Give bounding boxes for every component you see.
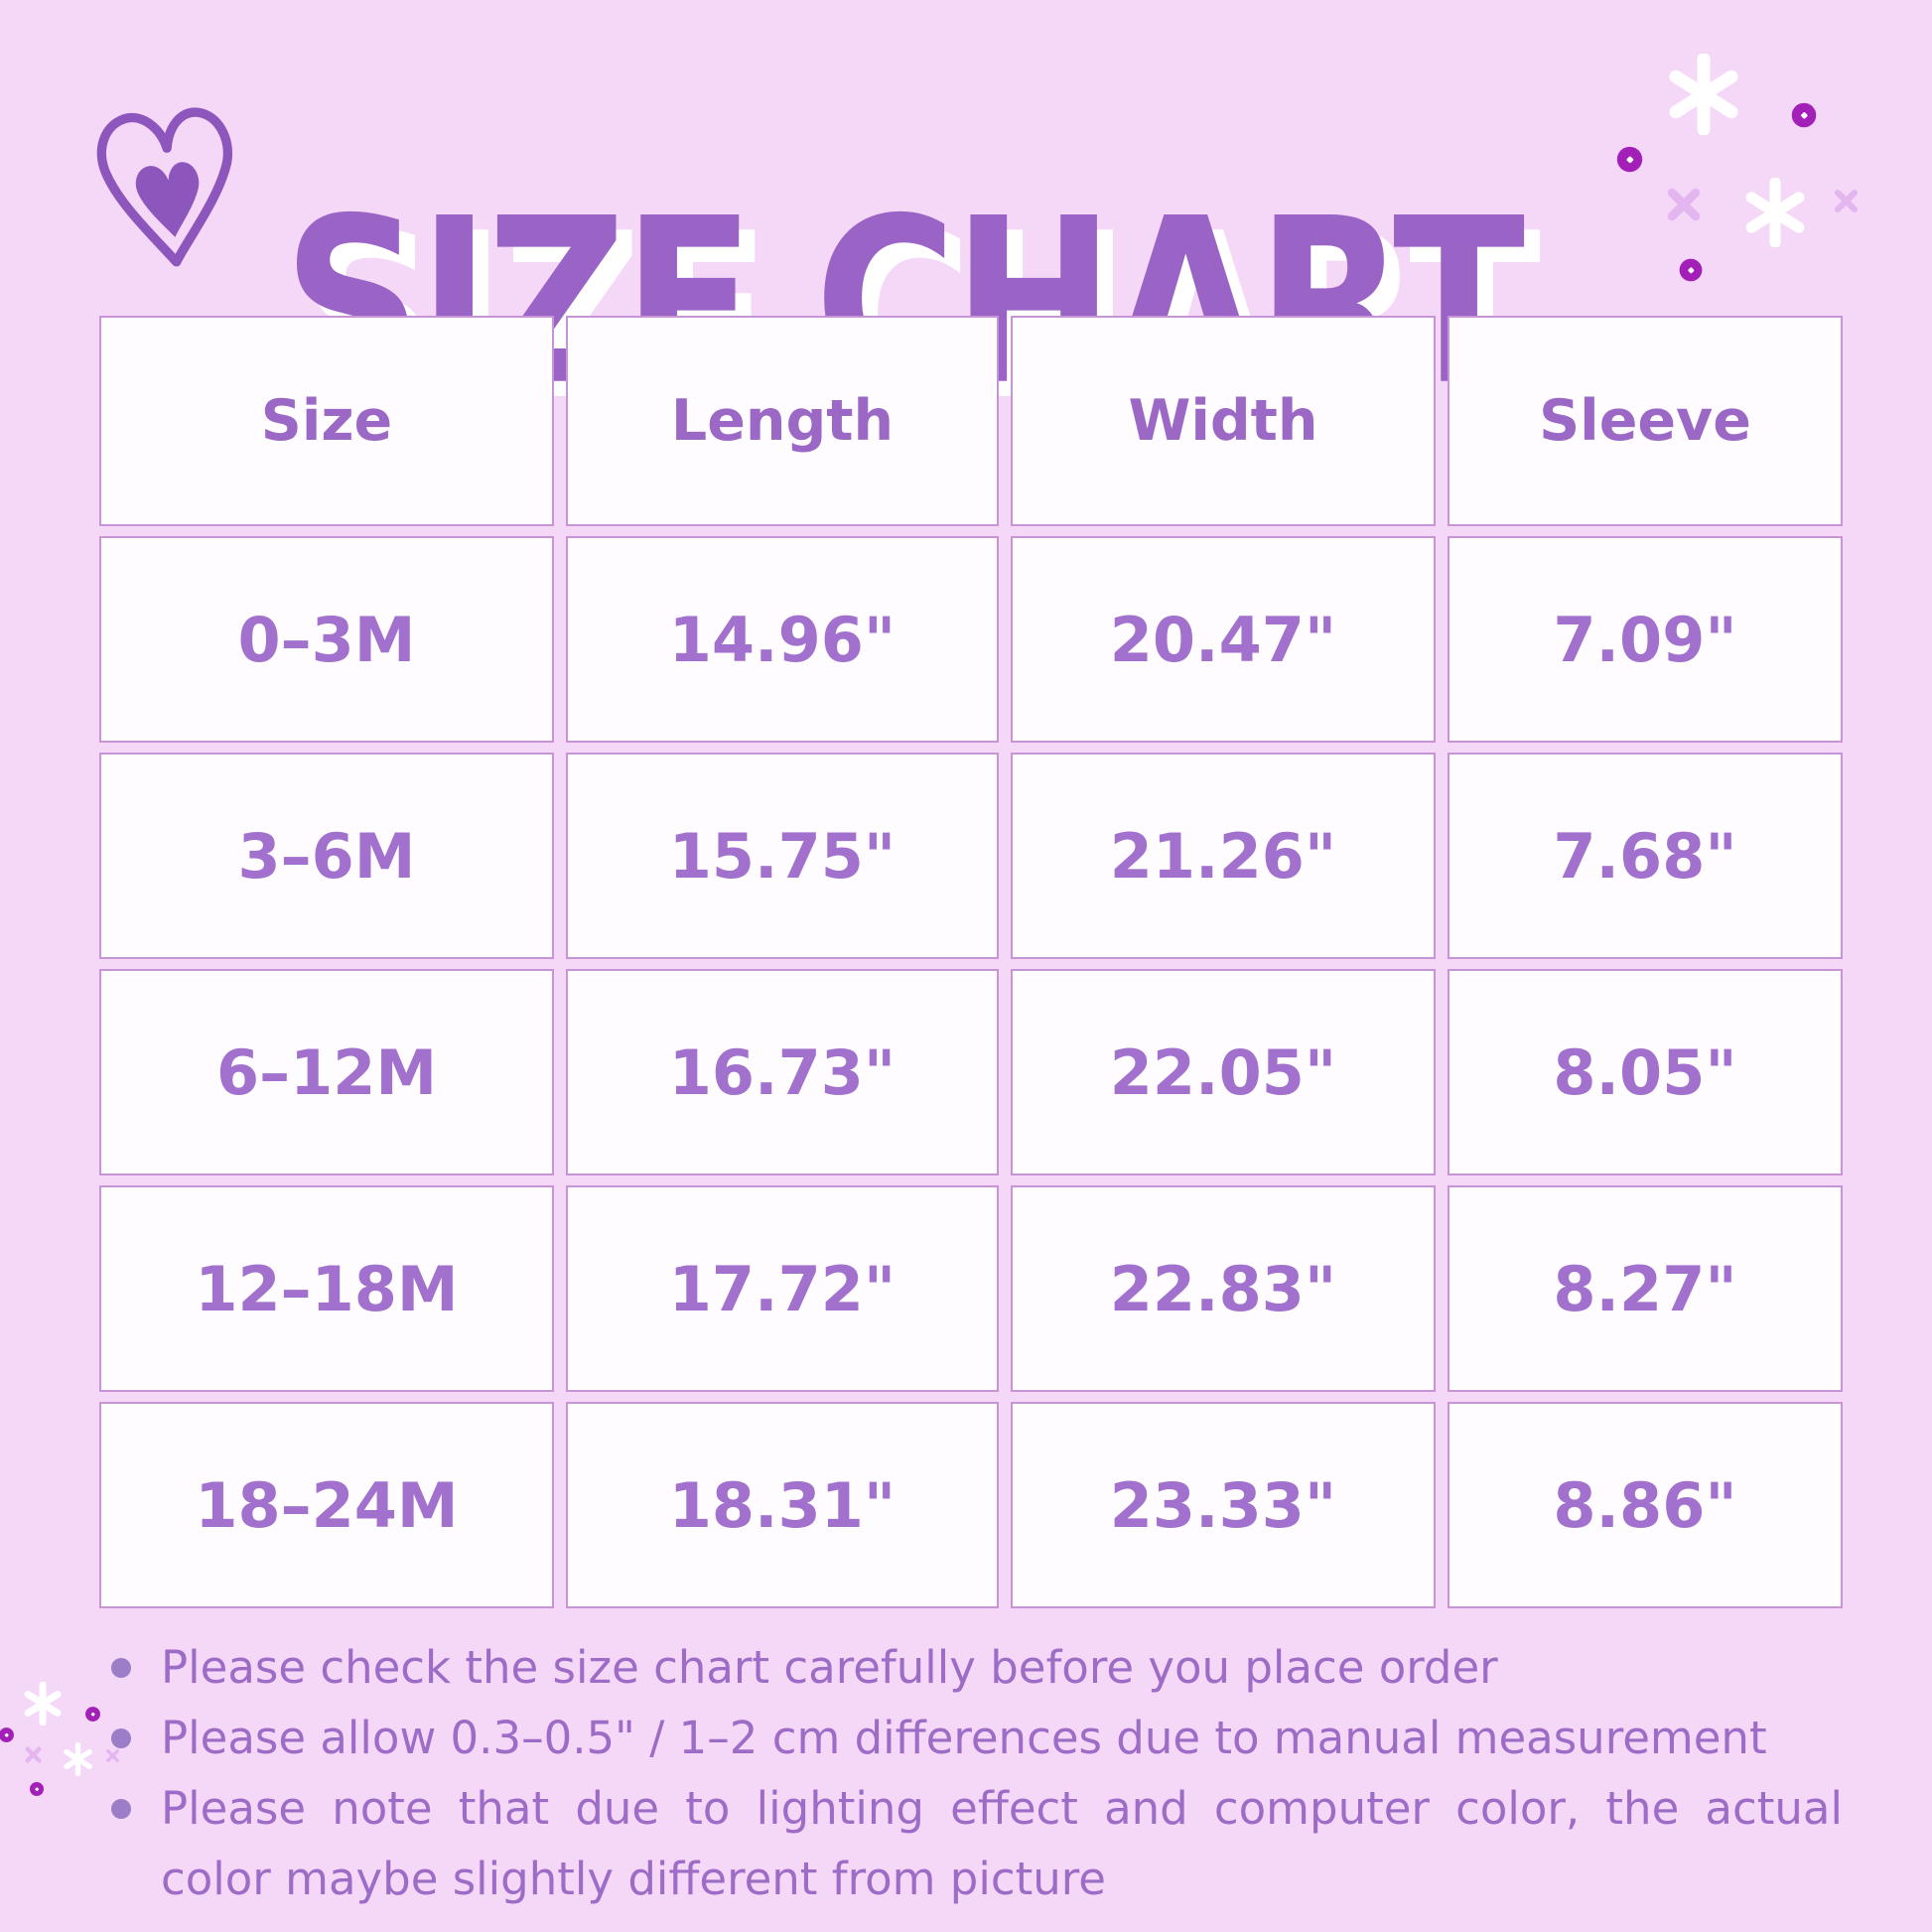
table-cell-width: 21.26" [1011,753,1436,959]
table-cell-size: 18–24M [99,1402,554,1608]
size-chart-table: Size Length Width Sleeve 0–3M 14.96" 20.… [99,316,1843,1608]
table-cell-length: 14.96" [566,536,999,743]
note-line: Please check the size chart carefully be… [161,1641,1498,1694]
asterisk-sparkle-icon [23,1681,63,1726]
dot-sparkle-icon [1615,145,1644,174]
table-cell-length: 16.73" [566,969,999,1175]
dot-sparkle-icon [84,1706,101,1723]
cross-sparkle-icon [1833,188,1860,214]
cross-sparkle-icon [1665,186,1703,223]
dot-sparkle-icon [0,1726,15,1743]
note-line: Please allow 0.3–0.5" / 1–2 cm differenc… [161,1712,1767,1764]
table-cell-sleeve: 8.86" [1448,1402,1843,1608]
column-header-size: Size [99,316,554,526]
note-item: Please check the size chart carefully be… [111,1632,1843,1703]
bullet-dot-icon [111,1728,131,1748]
note-text: Please allow 0.3–0.5" / 1–2 cm differenc… [161,1703,1843,1773]
dot-sparkle-icon [1790,101,1818,129]
note-item: Please allow 0.3–0.5" / 1–2 cm differenc… [111,1703,1843,1773]
note-text: Please note that due to lighting effect … [161,1773,1843,1914]
table-cell-length: 17.72" [566,1185,999,1392]
table-cell-sleeve: 7.09" [1448,536,1843,743]
note-line: Please note that due to lighting effect … [161,1782,1843,1835]
asterisk-sparkle-icon [1743,177,1807,248]
asterisk-sparkle-icon [1666,53,1741,136]
cross-sparkle-icon [105,1748,120,1763]
dot-sparkle-icon [29,1781,45,1797]
notes-list: Please check the size chart carefully be… [111,1632,1843,1914]
asterisk-sparkle-icon [63,1741,93,1777]
bullet-dot-icon [111,1799,131,1819]
table-cell-width: 23.33" [1011,1402,1436,1608]
table-cell-length: 18.31" [566,1402,999,1608]
table-cell-sleeve: 8.05" [1448,969,1843,1175]
table-cell-width: 22.83" [1011,1185,1436,1392]
bullet-dot-icon [111,1658,131,1678]
table-cell-size: 6–12M [99,969,554,1175]
table-cell-size: 0–3M [99,536,554,743]
cross-sparkle-icon [24,1745,43,1764]
table-cell-size: 3–6M [99,753,554,959]
table-cell-sleeve: 8.27" [1448,1185,1843,1392]
note-text: Please check the size chart carefully be… [161,1632,1843,1703]
table-cell-width: 20.47" [1011,536,1436,743]
heart-doodle-icon [94,77,243,301]
column-header-width: Width [1011,316,1436,526]
table-cell-sleeve: 7.68" [1448,753,1843,959]
note-line: color maybe slightly different from pict… [161,1853,1106,1905]
column-header-sleeve: Sleeve [1448,316,1843,526]
note-item: Please note that due to lighting effect … [111,1773,1843,1914]
column-header-length: Length [566,316,999,526]
table-cell-width: 22.05" [1011,969,1436,1175]
dot-sparkle-icon [1678,257,1704,283]
table-cell-length: 15.75" [566,753,999,959]
table-cell-size: 12–18M [99,1185,554,1392]
